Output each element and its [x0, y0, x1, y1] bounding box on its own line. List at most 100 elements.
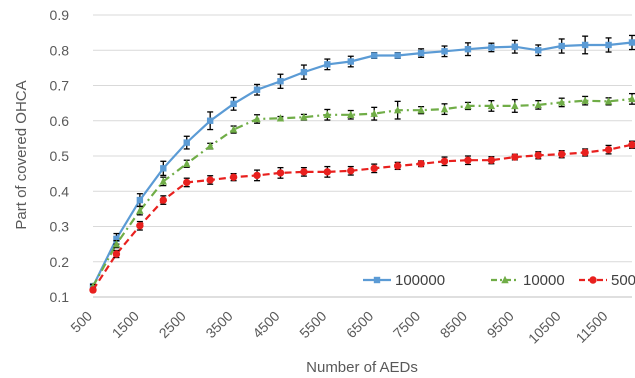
- series-10000-marker: [511, 101, 519, 110]
- series-10000-marker: [229, 125, 238, 133]
- y-tick-label: 0.8: [50, 42, 70, 58]
- y-tick-label: 0.5: [50, 148, 70, 164]
- series-100000-marker: [511, 43, 519, 50]
- series-10000-marker: [581, 96, 589, 104]
- x-tick-label: 8500: [437, 308, 470, 341]
- y-tick-label: 0.1: [50, 289, 70, 305]
- series-5000-marker: [323, 168, 332, 176]
- series-5000-marker: [112, 250, 121, 258]
- series-10000-marker: [604, 97, 613, 105]
- series-10000-marker: [393, 105, 402, 114]
- legend-label: 10000: [523, 272, 565, 289]
- x-tick-label: 9500: [484, 308, 517, 341]
- series-5000-marker: [229, 173, 238, 181]
- legend-item-10000: 10000: [491, 272, 565, 289]
- gridlines: [93, 14, 632, 298]
- legend: 100000 10000 5000: [363, 272, 635, 289]
- series-100000-marker: [277, 78, 284, 85]
- series-5000-marker: [604, 145, 613, 154]
- series-5000-marker: [417, 160, 425, 168]
- x-tick-label: 500: [67, 308, 95, 336]
- series-100000-marker: [605, 41, 612, 49]
- series-10000-marker: [253, 114, 261, 123]
- series-100000-marker: [347, 58, 354, 65]
- series-100000-marker: [324, 61, 331, 68]
- series-100000-marker: [160, 165, 167, 172]
- x-tick-label: 2500: [156, 308, 189, 341]
- series-5000-line: [92, 143, 633, 291]
- series-10000-marker: [136, 206, 144, 214]
- series-5000-marker: [628, 141, 635, 149]
- x-tick-label: 4500: [249, 308, 282, 341]
- series-5000-marker: [183, 178, 191, 187]
- series-100000-marker: [558, 42, 565, 50]
- series-10000-marker: [183, 159, 191, 167]
- series-10000-marker: [206, 141, 214, 150]
- series-100000-marker: [488, 44, 495, 51]
- series-5000-marker: [534, 151, 542, 159]
- series-10000-marker: [534, 100, 542, 109]
- series-10000-marker: [300, 113, 308, 121]
- series-5000-marker: [276, 169, 285, 177]
- series-10000-marker: [501, 275, 509, 284]
- series-100000-marker: [183, 139, 190, 146]
- series-100000-marker: [136, 196, 144, 204]
- series-5000-marker: [393, 162, 402, 170]
- y-tick-label: 0.6: [50, 113, 70, 129]
- x-tick-label: 1500: [109, 308, 142, 341]
- series-5000-marker: [206, 176, 214, 184]
- series-5000-marker: [159, 196, 168, 204]
- series-100000-line: [92, 41, 633, 287]
- series-5000-marker: [440, 157, 449, 165]
- series-5000-marker: [300, 168, 308, 176]
- series-5000-marker: [557, 150, 566, 158]
- series-10000-marker: [464, 101, 472, 110]
- series-100000-marker: [441, 48, 448, 55]
- series-5000: [89, 140, 635, 294]
- series-10000-marker: [487, 101, 496, 110]
- series-10000: [89, 92, 635, 290]
- series-5000-marker: [89, 286, 97, 294]
- series-100000-marker: [535, 47, 542, 54]
- series-100000-marker: [417, 49, 425, 57]
- series-100000-marker: [253, 86, 261, 93]
- y-tick-label: 0.3: [50, 219, 70, 235]
- x-axis-title: Number of AEDs: [306, 359, 418, 376]
- series-10000-marker: [347, 110, 355, 118]
- series-5000-marker: [487, 156, 496, 164]
- series-100000-marker: [394, 52, 401, 59]
- x-tick-label: 6500: [343, 308, 376, 341]
- series-10000-marker: [323, 110, 332, 118]
- series-10000-marker: [628, 94, 635, 103]
- x-axis-ticks: 500 1500 2500 3500 4500 5500 6500 7500 8500 9500 1…: [67, 308, 611, 347]
- series-100000-marker: [464, 45, 472, 53]
- series-10000-marker: [112, 239, 121, 248]
- y-axis-title: Part of covered OHCA: [13, 80, 30, 229]
- x-tick-label: 10500: [525, 308, 564, 347]
- series-5000-marker: [589, 276, 597, 284]
- series-100000-marker: [113, 235, 120, 243]
- series-10000-marker: [276, 114, 285, 122]
- series-layer: [89, 34, 635, 294]
- x-tick-label: 5500: [296, 308, 329, 341]
- x-tick-label: 11500: [573, 308, 611, 346]
- legend-item-5000: 5000: [579, 272, 635, 289]
- x-tick-label: 3500: [202, 308, 235, 341]
- series-10000-marker: [159, 177, 168, 185]
- series-100000-marker: [373, 276, 381, 284]
- series-5000-marker: [347, 167, 355, 175]
- series-5000-marker: [370, 164, 378, 173]
- series-100000-marker: [230, 100, 237, 108]
- series-100000: [89, 34, 635, 290]
- series-10000-marker: [370, 109, 378, 117]
- series-5000-marker: [136, 222, 144, 230]
- series-5000-marker: [464, 156, 472, 164]
- y-tick-label: 0.4: [50, 183, 70, 199]
- legend-label: 100000: [395, 272, 445, 289]
- legend-item-100000: 100000: [363, 272, 445, 289]
- series-5000-marker: [511, 153, 519, 161]
- series-100000-marker: [206, 117, 214, 124]
- legend-label: 5000: [611, 272, 635, 289]
- series-10000-line: [92, 97, 633, 287]
